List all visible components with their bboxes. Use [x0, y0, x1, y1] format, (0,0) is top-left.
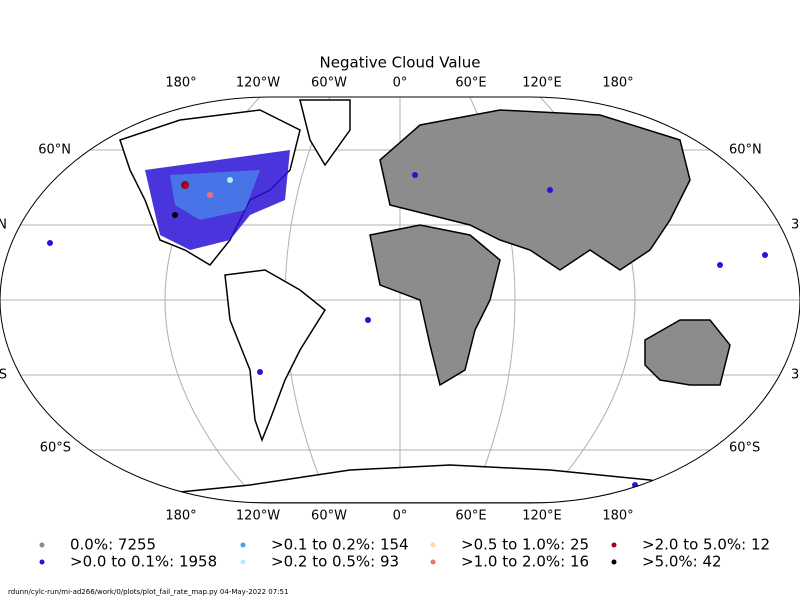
bottom-label: 120°W: [236, 509, 280, 524]
right-label: 3: [791, 218, 799, 233]
legend-label: >0.1 to 0.2%: 154: [271, 536, 409, 554]
antarctica: [149, 464, 721, 503]
top-label: 60°E: [455, 76, 486, 91]
map-frame: [0, 96, 800, 504]
legend-label: >0.5 to 1.0%: 25: [461, 536, 589, 554]
map-title: Negative Cloud Value: [320, 54, 481, 72]
right-label: 3: [791, 368, 799, 383]
eurasia: [379, 109, 691, 271]
legend-label: >2.0 to 5.0%: 12: [642, 536, 770, 554]
top-label: 180°: [602, 76, 633, 91]
legend-marker: [39, 559, 45, 565]
legend-label: 0.0%: 7255: [70, 536, 156, 554]
map-area: [0, 97, 800, 503]
bottom-label: 180°: [602, 509, 633, 524]
legend-marker: [611, 542, 617, 548]
legend-label: >1.0 to 2.0%: 16: [461, 553, 589, 571]
bottom-label: 180°: [165, 509, 196, 524]
left-label: N: [0, 218, 7, 233]
right-label: 60°S: [729, 441, 760, 456]
legend-marker: [611, 559, 617, 565]
footer: rdunn/cylc-run/mi-ad266/work/0/plots/plo…: [8, 588, 288, 596]
station-markers: [47, 150, 768, 488]
top-label: 120°E: [522, 76, 562, 91]
top-label: 120°W: [236, 76, 280, 91]
south-america: [224, 269, 326, 443]
bottom-label: 120°E: [522, 509, 562, 524]
legend: 0.0%: 7255>0.0 to 0.1%: 1958 >0.1 to 0.2%…: [39, 536, 770, 571]
top-label: 180°: [165, 76, 196, 91]
australia: [644, 319, 731, 386]
graticule-labels: 180° 120°W 60°W 0° 60°E 120°E 180° 180° 120°W 60°…: [0, 76, 799, 524]
legend-marker: [430, 559, 436, 565]
greenland: [299, 99, 351, 167]
legend-marker: [240, 542, 246, 548]
legend-marker: [240, 559, 246, 565]
left-label: S: [0, 368, 7, 383]
legend-label: >0.2 to 0.5%: 93: [271, 553, 399, 571]
right-label: 60°N: [729, 143, 762, 158]
legend-marker: [430, 542, 436, 548]
top-label: 60°W: [311, 76, 347, 91]
legend-label: >0.0 to 0.1%: 1958: [70, 553, 217, 571]
bottom-label: 60°W: [311, 509, 347, 524]
bottom-label: 0°: [393, 509, 408, 524]
left-label: 60°N: [38, 143, 71, 158]
left-label: 60°S: [40, 441, 71, 456]
top-label: 0°: [393, 76, 408, 91]
legend-marker: [39, 542, 45, 548]
bottom-label: 60°E: [455, 509, 486, 524]
africa: [369, 224, 501, 387]
legend-label: >5.0%: 42: [642, 553, 722, 571]
